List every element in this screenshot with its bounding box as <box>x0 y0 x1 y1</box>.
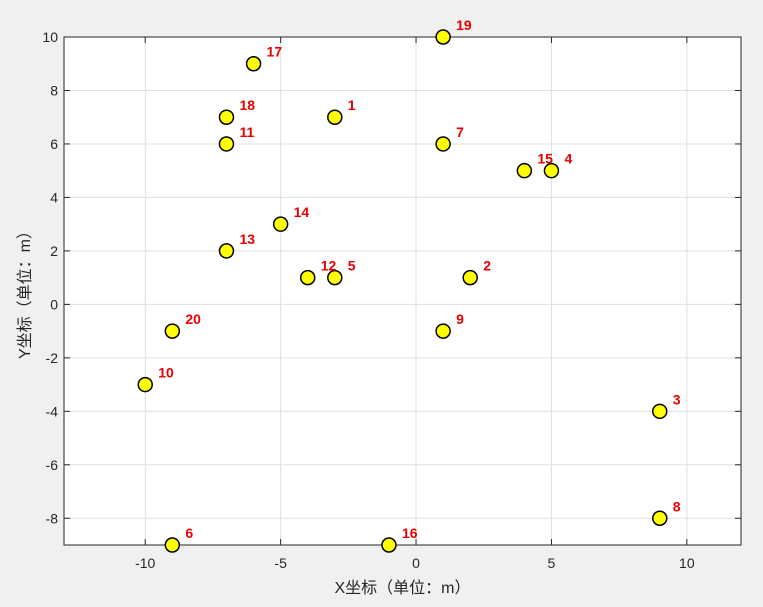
data-point-13 <box>218 243 235 259</box>
x-tick-label: 10 <box>679 555 695 571</box>
point-label-15: 15 <box>537 151 553 167</box>
point-label-1: 1 <box>348 97 356 113</box>
point-label-4: 4 <box>564 151 572 167</box>
y-tick-label: 0 <box>50 296 58 312</box>
x-tick-label: -10 <box>135 555 155 571</box>
point-label-2: 2 <box>483 258 491 274</box>
point-label-7: 7 <box>456 124 464 140</box>
data-point-8 <box>652 510 668 527</box>
data-point-19 <box>435 29 451 45</box>
data-point-15 <box>516 162 533 179</box>
point-label-3: 3 <box>673 391 681 407</box>
data-point-10 <box>137 376 153 393</box>
point-label-10: 10 <box>158 365 174 381</box>
point-label-14: 14 <box>294 204 310 220</box>
point-label-19: 19 <box>456 17 472 33</box>
point-label-8: 8 <box>673 498 681 514</box>
point-label-12: 12 <box>321 258 337 274</box>
x-tick-label: 0 <box>412 555 420 571</box>
y-tick-label: 8 <box>50 82 58 98</box>
point-label-11: 11 <box>239 124 254 140</box>
data-point-6 <box>164 537 181 553</box>
y-tick-label: 4 <box>50 189 58 205</box>
y-tick-label: -4 <box>46 403 59 419</box>
data-point-2 <box>462 269 478 286</box>
data-point-11 <box>218 136 235 152</box>
data-point-1 <box>327 109 343 125</box>
x-tick-label: 5 <box>548 555 556 571</box>
y-axis-label: Y坐标（单位：m） <box>16 223 34 359</box>
data-point-17 <box>245 55 262 72</box>
y-tick-label: 6 <box>50 136 58 152</box>
data-point-20 <box>164 323 181 339</box>
data-point-7 <box>435 136 451 152</box>
grid <box>64 36 741 545</box>
data-point-5 <box>327 269 343 286</box>
data-point-14 <box>272 216 289 232</box>
data-point-9 <box>435 323 451 339</box>
point-label-6: 6 <box>185 525 193 541</box>
point-label-5: 5 <box>348 258 356 274</box>
y-tick-label: 10 <box>42 29 58 45</box>
y-tick-label: -8 <box>46 510 59 526</box>
x-tick-label: -5 <box>274 555 287 571</box>
data-point-4 <box>543 162 560 179</box>
point-label-17: 17 <box>267 44 283 60</box>
y-tick-label: 2 <box>50 243 58 259</box>
data-point-12 <box>299 269 316 286</box>
point-label-16: 16 <box>402 525 418 541</box>
plot-area <box>64 37 741 545</box>
data-points <box>137 29 668 553</box>
point-label-18: 18 <box>239 97 255 113</box>
y-tick-label: -6 <box>46 457 59 473</box>
point-label-20: 20 <box>185 311 201 327</box>
axes-box <box>63 36 742 546</box>
data-point-18 <box>218 109 235 125</box>
point-label-13: 13 <box>239 231 255 247</box>
x-axis-label: X坐标（单位：m） <box>334 579 470 597</box>
y-tick-label: -2 <box>46 350 59 366</box>
data-point-3 <box>652 403 668 420</box>
axes: -10 -5 0 5 10 -8 -6 -4 -2 0 2 4 6 8 10 <box>42 29 742 571</box>
point-label-9: 9 <box>456 311 464 327</box>
data-point-16 <box>381 537 397 553</box>
